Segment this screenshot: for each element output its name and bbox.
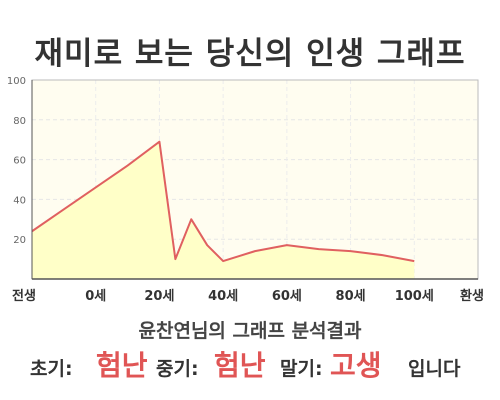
result-ending: 입니다 xyxy=(408,358,461,380)
x-tick-label: 80세 xyxy=(336,289,366,304)
late-phase-value: 고생 xyxy=(330,349,382,382)
x-tick-label: 60세 xyxy=(272,289,302,304)
x-tick-label: 20세 xyxy=(144,289,174,304)
mid-phase-value: 험난 xyxy=(214,349,266,382)
early-phase-label: 초기: xyxy=(30,358,73,380)
analysis-summary: 윤찬연님의 그래프 분석결과 xyxy=(138,320,362,342)
x-tick-label: 0세 xyxy=(85,289,106,304)
y-tick-label: 40 xyxy=(13,195,26,206)
life-graph-chart: 20 40 60 80 100 전생 0세 20세 40세 60세 80세 100세 환생 xyxy=(7,76,484,304)
x-tick-label: 100세 xyxy=(395,289,434,304)
early-phase-value: 험난 xyxy=(96,349,148,382)
x-tick-label: 전생 xyxy=(12,288,36,304)
late-phase-label: 말기: xyxy=(280,358,323,380)
y-tick-label: 100 xyxy=(7,76,26,87)
y-tick-label: 20 xyxy=(13,235,26,246)
chart-title: 재미로 보는 당신의 인생 그래프 xyxy=(34,36,466,72)
series-line xyxy=(31,140,415,263)
mid-phase-label: 중기: xyxy=(156,358,199,380)
y-tick-label: 60 xyxy=(13,156,26,167)
x-tick-label: 40세 xyxy=(208,289,238,304)
area-fill xyxy=(32,141,415,279)
y-tick-label: 80 xyxy=(13,116,26,127)
x-tick-label: 환생 xyxy=(460,288,484,304)
